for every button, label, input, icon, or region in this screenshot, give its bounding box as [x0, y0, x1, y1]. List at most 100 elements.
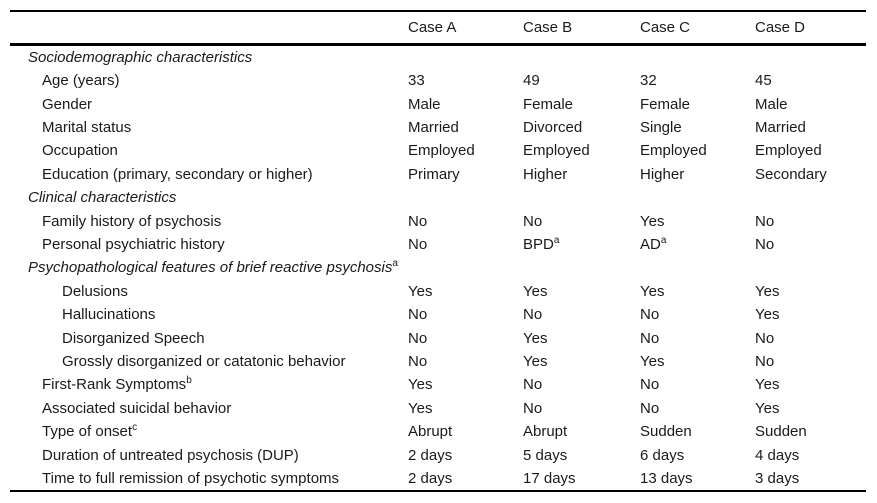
cell-value: Primary	[408, 165, 460, 183]
cell-value: 33	[408, 72, 425, 90]
table-row: Marital status Married Divorced Single M…	[10, 116, 866, 139]
table-header-row: Case A Case B Case C Case D	[10, 12, 866, 43]
cell-value: Married	[408, 118, 459, 136]
table-row: Delusions Yes Yes Yes Yes	[10, 280, 866, 303]
cell-value: No	[408, 235, 428, 253]
row-label: First-Rank Symptoms	[42, 376, 187, 394]
cell-value: Sudden	[640, 423, 692, 441]
cell-value: No	[523, 376, 543, 394]
section-row: Psychopathological features of brief rea…	[10, 256, 866, 279]
row-label: Duration of untreated psychosis (DUP)	[42, 446, 299, 464]
cell-value: AD	[640, 235, 661, 253]
cell-value: Yes	[523, 282, 548, 300]
table-row: Personal psychiatric history No BPDa ADa…	[10, 233, 866, 256]
cell-value: 49	[523, 72, 540, 90]
section-row: Clinical characteristics	[10, 186, 866, 209]
cell-value: 4 days	[755, 446, 800, 464]
cell-value: Yes	[523, 329, 548, 347]
table-bottom-rule	[10, 490, 866, 493]
row-label: Occupation	[42, 142, 118, 160]
table-row: Duration of untreated psychosis (DUP) 2 …	[10, 443, 866, 466]
column-header-case-d: Case D	[755, 19, 806, 36]
row-label: Family history of psychosis	[42, 212, 222, 230]
column-header-case-c: Case C	[640, 19, 691, 36]
row-label: Type of onset	[42, 423, 133, 441]
cell-value: No	[408, 329, 428, 347]
cell-value: Female	[640, 95, 691, 113]
section-row: Sociodemographic characteristics	[10, 46, 866, 69]
cell-value-superscript: a	[553, 234, 560, 246]
table-row: Age (years) 33 49 32 45	[10, 69, 866, 92]
table-row: Type of onsetc Abrupt Abrupt Sudden Sudd…	[10, 420, 866, 443]
column-header-case-a: Case A	[408, 19, 457, 36]
row-label: Psychopathological features of brief rea…	[28, 259, 393, 277]
row-label: Associated suicidal behavior	[42, 399, 232, 417]
cell-value: Abrupt	[408, 423, 453, 441]
cell-value: No	[408, 212, 428, 230]
cell-value: Yes	[523, 352, 548, 370]
row-label: Grossly disorganized or catatonic behavi…	[62, 352, 346, 370]
cell-value: No	[755, 352, 775, 370]
row-label: Marital status	[42, 118, 132, 136]
cell-value: 3 days	[755, 470, 800, 488]
cell-value: No	[523, 212, 543, 230]
cell-value: Male	[408, 95, 441, 113]
table-row: Associated suicidal behavior Yes No No Y…	[10, 397, 866, 420]
table-header-rule	[10, 43, 866, 46]
cell-value: No	[755, 235, 775, 253]
table-body: Sociodemographic characteristics Age (ye…	[10, 46, 866, 491]
row-label-superscript: b	[186, 375, 192, 387]
row-label-superscript: a	[392, 258, 398, 270]
table-row: Grossly disorganized or catatonic behavi…	[10, 350, 866, 373]
row-label: Delusions	[62, 282, 128, 300]
table-row: Time to full remission of psychotic symp…	[10, 467, 866, 490]
cell-value: 5 days	[523, 446, 568, 464]
cell-value: 2 days	[408, 470, 453, 488]
row-label: Age (years)	[42, 72, 120, 90]
cell-value: Yes	[755, 376, 780, 394]
cell-value: 13 days	[640, 470, 693, 488]
cell-value: Higher	[523, 165, 568, 183]
cell-value: No	[640, 329, 660, 347]
cell-value: 32	[640, 72, 657, 90]
row-label: Personal psychiatric history	[42, 235, 225, 253]
cell-value: 6 days	[640, 446, 685, 464]
cell-value: No	[523, 306, 543, 324]
cell-value: Yes	[408, 376, 433, 394]
table-row: Gender Male Female Female Male	[10, 92, 866, 115]
cell-value: 2 days	[408, 446, 453, 464]
cell-value: Secondary	[755, 165, 827, 183]
row-label: Hallucinations	[62, 306, 156, 324]
cell-value: No	[640, 376, 660, 394]
cell-value: No	[408, 352, 428, 370]
cell-value: 17 days	[523, 470, 576, 488]
row-label: Time to full remission of psychotic symp…	[42, 470, 340, 488]
table-row: Education (primary, secondary or higher)…	[10, 163, 866, 186]
cell-value: No	[640, 399, 660, 417]
row-label: Sociodemographic characteristics	[28, 48, 253, 66]
cell-value: Yes	[408, 282, 433, 300]
table-row: Occupation Employed Employed Employed Em…	[10, 139, 866, 162]
cell-value: No	[755, 212, 775, 230]
cell-value: Married	[755, 118, 806, 136]
cell-value: No	[408, 306, 428, 324]
cell-value: 45	[755, 72, 772, 90]
cell-value: Male	[755, 95, 788, 113]
column-header-case-b: Case B	[523, 19, 573, 36]
row-label-superscript: c	[132, 422, 138, 434]
cell-value: No	[640, 306, 660, 324]
cell-value: Sudden	[755, 423, 807, 441]
cell-value: Yes	[640, 352, 665, 370]
cell-value: Yes	[755, 282, 780, 300]
cell-value: Employed	[408, 142, 475, 160]
cell-value: Yes	[640, 282, 665, 300]
cell-value: Abrupt	[523, 423, 568, 441]
table-row: Hallucinations No No No Yes	[10, 303, 866, 326]
case-comparison-table: Case A Case B Case C Case D Sociodemogra…	[10, 10, 866, 493]
table-row: First-Rank Symptomsb Yes No No Yes	[10, 373, 866, 396]
cell-value: Yes	[640, 212, 665, 230]
table-top-rule	[10, 10, 866, 12]
cell-value: Yes	[755, 399, 780, 417]
cell-value: Employed	[640, 142, 707, 160]
row-label: Education (primary, secondary or higher)	[42, 165, 313, 183]
